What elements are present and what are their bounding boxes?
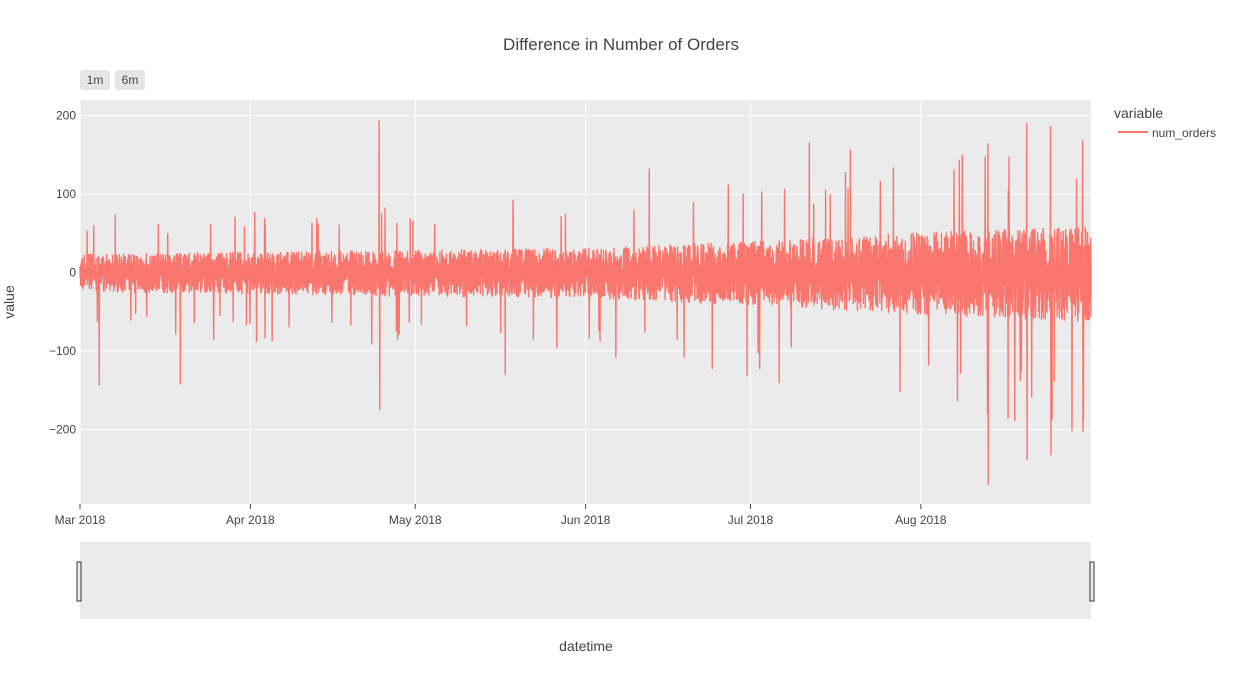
- legend: variable num_orders: [1114, 105, 1216, 140]
- x-axis-title: datetime: [559, 638, 613, 654]
- series-line-num_orders[interactable]: [79, 120, 1092, 486]
- y-axis-title: value: [1, 285, 17, 319]
- range-slider[interactable]: [76, 542, 1095, 619]
- legend-label: num_orders: [1152, 126, 1216, 140]
- chart-title: Difference in Number of Orders: [503, 35, 739, 54]
- range-button-1m[interactable]: 1m: [80, 70, 110, 90]
- x-tick-labels: Mar 2018 Apr 2018 May 2018 Jun 2018 Jul 2018…: [55, 513, 947, 527]
- range-selector: 1m 6m: [80, 70, 145, 90]
- y-tick-label: 0: [69, 266, 76, 280]
- legend-title: variable: [1114, 105, 1163, 121]
- series-layer: [79, 120, 1092, 486]
- x-tick-label: Aug 2018: [895, 513, 947, 527]
- range-button-6m[interactable]: 6m: [115, 70, 145, 90]
- x-tick-label: Apr 2018: [226, 513, 275, 527]
- range-slider-track: [80, 542, 1091, 619]
- range-button-1m-label: 1m: [87, 73, 104, 87]
- y-tick-label: −200: [49, 422, 76, 436]
- x-tick-label: Mar 2018: [55, 513, 106, 527]
- x-tick-label: Jun 2018: [561, 513, 611, 527]
- legend-item-num_orders[interactable]: num_orders: [1118, 126, 1216, 140]
- range-button-6m-label: 6m: [122, 73, 139, 87]
- range-slider-handle-right[interactable]: [1089, 561, 1095, 602]
- range-slider-handle-left[interactable]: [76, 561, 82, 602]
- y-tick-labels: 200 100 0 −100 −200: [49, 109, 76, 437]
- y-tick-label: 200: [56, 109, 76, 123]
- x-tick-label: May 2018: [389, 513, 442, 527]
- y-tick-label: 100: [56, 187, 76, 201]
- x-tick-label: Jul 2018: [728, 513, 774, 527]
- y-tick-label: −100: [49, 344, 76, 358]
